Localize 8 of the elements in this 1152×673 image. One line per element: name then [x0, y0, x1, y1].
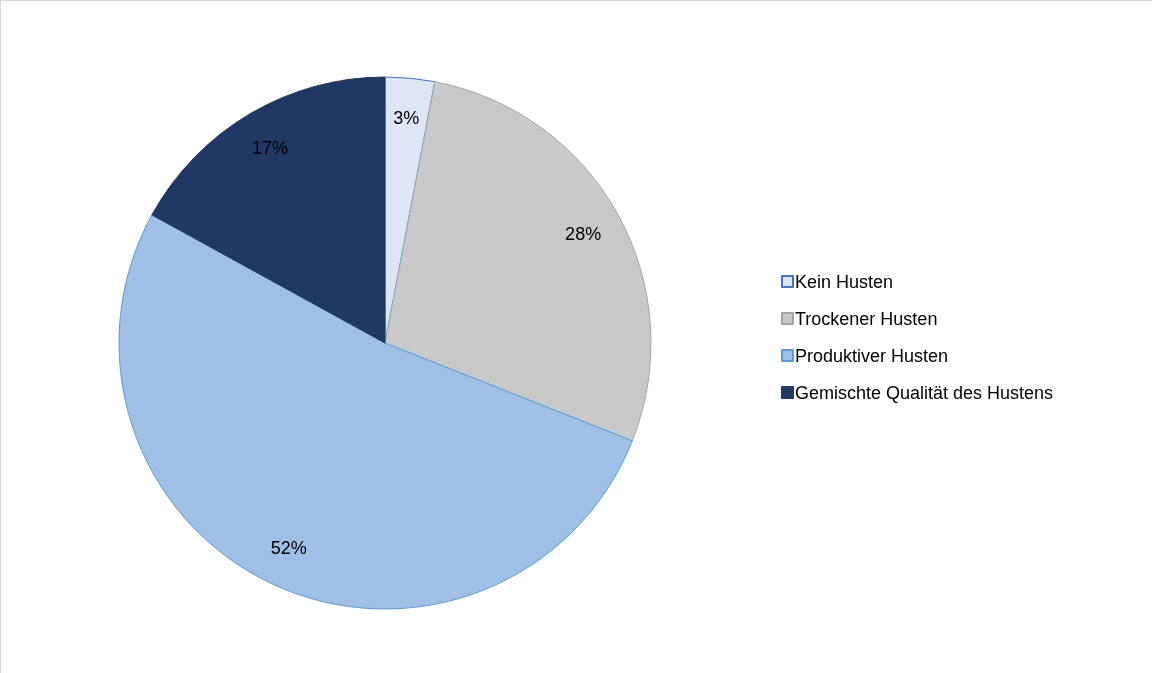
legend-label: Produktiver Husten [795, 345, 949, 366]
legend-label: Trockener Husten [795, 308, 938, 329]
legend-label: Gemischte Qualität des Hustens [795, 382, 1054, 403]
data-label: 17% [251, 138, 288, 159]
data-label: 28% [565, 224, 602, 245]
data-label: 3% [393, 107, 420, 128]
data-label: 52% [270, 537, 307, 558]
legend-label: Kein Husten [795, 271, 894, 292]
